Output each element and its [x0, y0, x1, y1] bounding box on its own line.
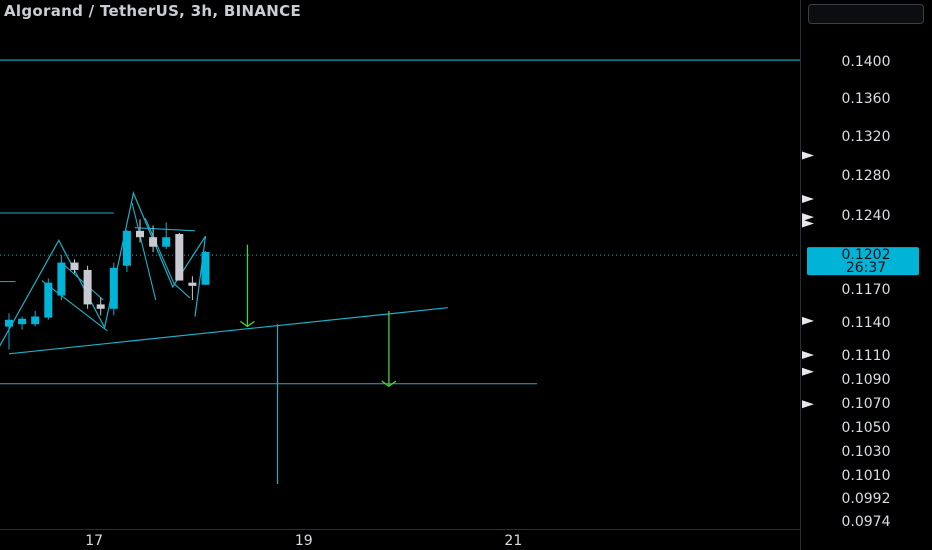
candle-body — [162, 237, 171, 247]
time-tick-label: 19 — [295, 533, 313, 549]
price-marker — [802, 195, 814, 203]
price-marker — [802, 316, 814, 325]
price-tick-label: 0.1110 — [842, 348, 891, 364]
price-marker — [802, 367, 814, 376]
price-badge-box — [807, 247, 919, 276]
arrow-head — [381, 380, 397, 387]
price-marker — [802, 151, 814, 160]
candle-body — [201, 252, 210, 285]
candle-body — [175, 234, 184, 281]
arrow-head — [240, 320, 255, 328]
candle — [83, 265, 92, 309]
price-marker — [802, 213, 814, 222]
pattern-line — [134, 227, 196, 232]
candle-body — [57, 262, 66, 296]
price-tick-label: 0.1090 — [842, 372, 891, 388]
candle-body — [122, 230, 131, 266]
candle — [96, 297, 105, 316]
target-arrow-1 — [240, 244, 255, 328]
pattern-line — [173, 283, 191, 299]
candle — [57, 255, 66, 300]
candle-body — [96, 304, 105, 309]
pattern-line — [131, 202, 157, 301]
price-marker — [802, 351, 814, 359]
time-tick-label: 17 — [85, 533, 103, 549]
candle — [44, 278, 53, 320]
candle-body — [149, 237, 158, 247]
price-tick-label: 0.1140 — [842, 315, 891, 331]
candle-body — [188, 282, 197, 286]
price-tick-label: 0.1360 — [842, 91, 891, 107]
price-tick-label: 0.1070 — [842, 396, 891, 412]
pattern-line — [61, 262, 104, 301]
candle — [5, 313, 13, 350]
current-price-value: 0.1202 — [842, 247, 891, 263]
candle-body — [18, 318, 27, 325]
price-tick-label: 0.1030 — [842, 444, 891, 460]
candle-body — [70, 262, 79, 270]
price-countdown: 26:37 — [846, 260, 886, 276]
price-tick-label: 0.1050 — [842, 420, 891, 436]
pattern-line — [41, 280, 108, 332]
candle-body — [83, 269, 92, 305]
top-right-box[interactable] — [808, 4, 924, 24]
price-tick-label: 0.1010 — [842, 468, 891, 484]
price-marker — [802, 400, 814, 409]
price-tick-label: 0.0992 — [842, 491, 891, 507]
price-tick-label: 0.1280 — [842, 168, 891, 184]
pattern-zigzag — [0, 191, 207, 347]
price-tick-label: 0.1320 — [842, 129, 891, 145]
candle — [162, 222, 171, 249]
price-tick-label: 0.1170 — [842, 282, 891, 298]
price-tick-label: 0.0974 — [842, 514, 891, 530]
ascending-trendline — [8, 307, 448, 355]
candle-body — [109, 267, 118, 309]
candle — [18, 316, 27, 330]
price-marker — [802, 219, 814, 228]
candle — [31, 311, 40, 327]
candle — [136, 219, 144, 243]
candle-body — [31, 316, 40, 325]
candle — [109, 262, 118, 316]
candle — [201, 250, 210, 285]
time-tick-label: 21 — [504, 533, 522, 549]
candle — [175, 232, 184, 281]
candle — [70, 259, 79, 274]
candle — [149, 225, 158, 252]
candle-body — [44, 282, 53, 318]
pattern-line — [144, 217, 175, 284]
candle — [188, 276, 197, 300]
price-tick-label: 0.1400 — [842, 54, 891, 70]
candle-body — [5, 319, 13, 327]
chart-title: Algorand / TetherUS, 3h, BINANCE — [4, 2, 302, 20]
candle-body — [136, 230, 144, 238]
price-tick-label: 0.1240 — [842, 208, 891, 224]
target-arrow-2 — [381, 311, 397, 387]
candle — [122, 229, 131, 273]
